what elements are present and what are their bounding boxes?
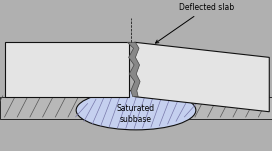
Polygon shape <box>5 42 129 97</box>
Text: Saturated
subbase: Saturated subbase <box>117 104 155 124</box>
Bar <box>0 97 272 119</box>
Polygon shape <box>135 42 269 112</box>
Text: Deflected slab: Deflected slab <box>156 3 234 43</box>
Ellipse shape <box>76 91 196 130</box>
Polygon shape <box>127 42 140 97</box>
